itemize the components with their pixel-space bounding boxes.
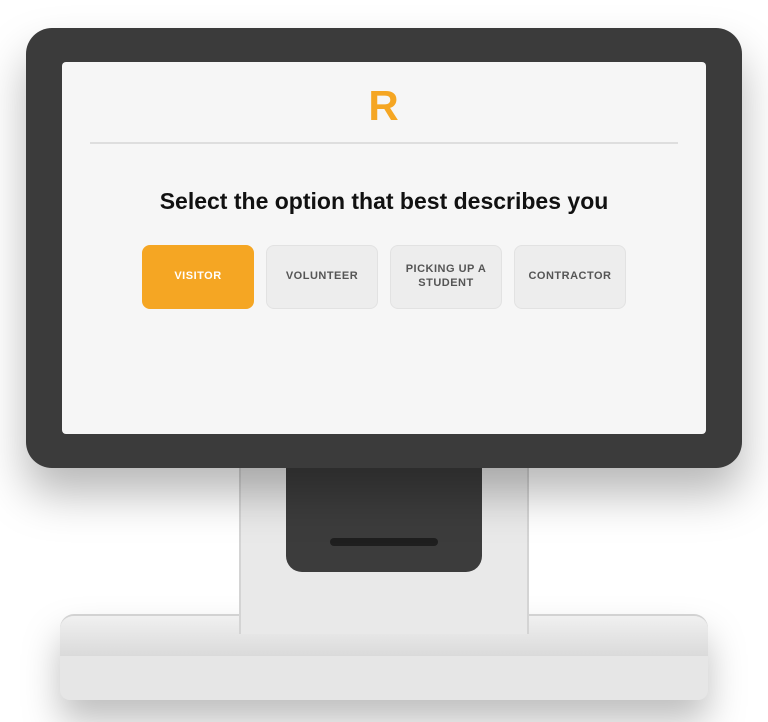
option-volunteer[interactable]: VOLUNTEER — [266, 245, 378, 309]
printer-slot — [330, 538, 438, 546]
option-buttons: VISITOR VOLUNTEER PICKING UP A STUDENT C… — [142, 245, 626, 309]
main-content: Select the option that best describes yo… — [90, 144, 678, 414]
monitor: R Select the option that best describes … — [26, 28, 742, 468]
page-heading: Select the option that best describes yo… — [160, 188, 609, 215]
option-picking-up-student[interactable]: PICKING UP A STUDENT — [390, 245, 502, 309]
option-visitor[interactable]: VISITOR — [142, 245, 254, 309]
brand-logo: R — [368, 82, 399, 130]
screen: R Select the option that best describes … — [62, 62, 706, 434]
option-contractor[interactable]: CONTRACTOR — [514, 245, 626, 309]
monitor-bezel: R Select the option that best describes … — [26, 28, 742, 468]
header: R — [90, 82, 678, 144]
